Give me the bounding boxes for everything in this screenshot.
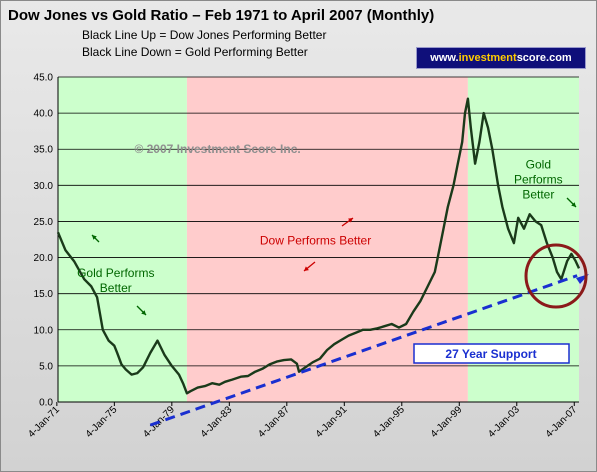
arrow-gold-right-down-head: [571, 202, 576, 207]
y-tick-label-2: 10.0: [34, 325, 54, 336]
gold-annotation-right-line-1: Performs: [514, 173, 563, 187]
x-tick-label-6: 4-Jan-95: [371, 404, 407, 440]
x-tick-label-9: 4-Jan-07: [544, 404, 580, 440]
brand-badge[interactable]: www.investmentscore.com: [416, 47, 586, 69]
dow-annotation: Dow Performs Better: [260, 234, 371, 248]
x-tick-label-4: 4-Jan-87: [256, 404, 292, 440]
y-tick-label-9: 45.0: [34, 73, 54, 84]
arrow-dow-down: [303, 261, 316, 272]
arrow-gold-left-down-head: [141, 310, 146, 315]
x-tick-label-0: 4-Jan-71: [26, 404, 62, 440]
gold-annotation-right-line-0: Gold: [526, 158, 551, 172]
y-tick-label-0: 0.0: [39, 398, 53, 409]
support-line-group: 27 Year Support: [149, 243, 589, 427]
x-tick-label-8: 4-Jan-03: [486, 404, 522, 440]
x-tick-label-5: 4-Jan-91: [314, 404, 350, 440]
gold-annotation-left-line-1: Better: [100, 281, 132, 295]
brand-prefix: www.: [430, 52, 459, 64]
gold-annotation-left-line-0: Gold Performs: [77, 266, 154, 280]
x-tick-label-7: 4-Jan-99: [429, 404, 465, 440]
brand-suffix: score.com: [516, 52, 572, 64]
x-tick-label-1: 4-Jan-75: [84, 404, 120, 440]
arrow-gold-left-up: [91, 234, 100, 243]
subtitle-line-1: Black Line Up = Dow Jones Performing Bet…: [82, 28, 327, 42]
arrow-gold-left-up-head: [92, 235, 97, 240]
y-tick-label-8: 40.0: [34, 109, 54, 120]
gold-annotation-right-line-2: Better: [522, 188, 554, 202]
support-line: [149, 274, 578, 427]
x-tick-label-3: 4-Jan-83: [199, 404, 235, 440]
chart-title: Dow Jones vs Gold Ratio – Feb 1971 to Ap…: [8, 7, 435, 24]
y-tick-label-1: 5.0: [39, 361, 53, 372]
region-0: [58, 77, 187, 402]
y-tick-label-3: 15.0: [34, 289, 54, 300]
chart-series: [56, 97, 581, 395]
arrow-gold-right-down: [566, 197, 577, 208]
x-axis-labels: 4-Jan-71 4-Jan-75 4-Jan-79 4-Jan-83 4-Jan-87…: [26, 404, 579, 440]
arrow-dow-up: [341, 217, 354, 227]
arrow-dow-down-head: [304, 266, 309, 271]
chart-annotations: © 2007 Investment Score Inc. Gold Perform…: [77, 142, 577, 316]
brand-highlight: investment: [458, 52, 517, 64]
support-label: 27 Year Support: [445, 347, 536, 361]
support-label-box: [413, 343, 570, 364]
highlight-circle: [524, 243, 588, 309]
arrow-dow-up-head: [348, 218, 353, 223]
y-tick-label-5: 25.0: [34, 217, 54, 228]
y-tick-label-6: 30.0: [34, 181, 54, 192]
arrow-gold-left-down: [136, 305, 147, 316]
subtitle-line-2: Black Line Down = Gold Performing Better: [82, 45, 308, 59]
y-axis-labels: 0.0 5.0 10.0 15.0 20.0 25.0 30.0 35.0 40.0 45.0: [34, 73, 54, 409]
y-tick-label-7: 35.0: [34, 145, 54, 156]
series-line-0: [56, 97, 581, 395]
y-tick-label-4: 20.0: [34, 253, 54, 264]
copyright-annotation: © 2007 Investment Score Inc.: [134, 142, 300, 156]
